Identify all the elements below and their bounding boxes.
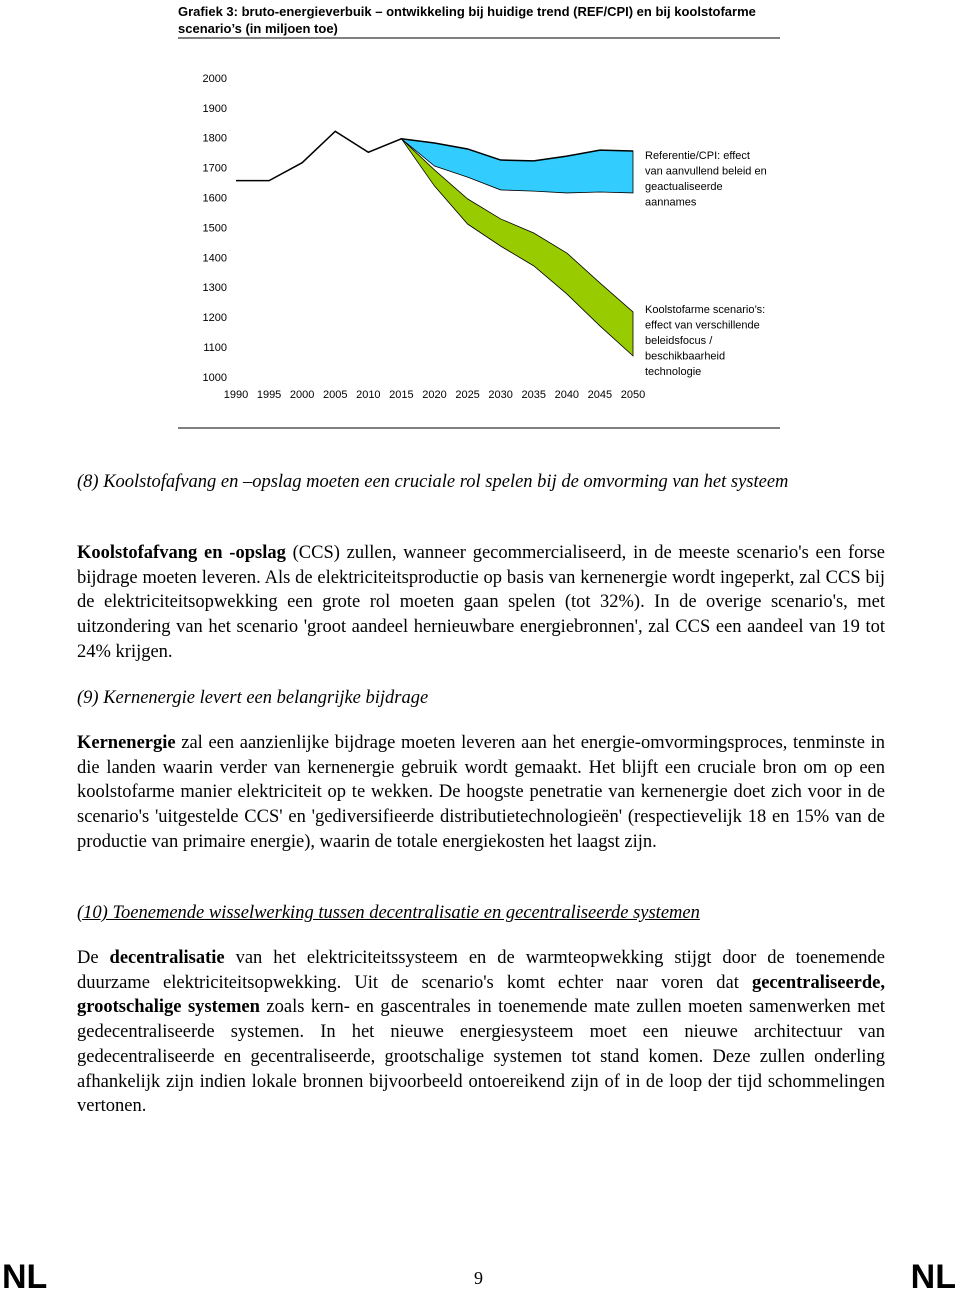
x-tick-label: 2050 xyxy=(621,389,645,401)
text-run: zal een aanzienlijke bijdrage moeten lev… xyxy=(77,733,885,852)
y-tick-label: 1600 xyxy=(203,193,227,205)
y-tick-label: 2000 xyxy=(203,73,227,85)
x-tick-label: 2010 xyxy=(356,389,380,401)
section-heading: (9) Kernenergie levert een belangrijke b… xyxy=(77,688,429,708)
paragraph: De decentralisatie van het elektriciteit… xyxy=(77,946,885,1119)
section-heading: (8) Koolstofafvang en –opslag moeten een… xyxy=(77,472,789,492)
annotation: Koolstofarme scenario’s: xyxy=(645,304,765,316)
section-heading: (10) Toenemende wisselwerking tussen dec… xyxy=(77,903,700,923)
y-tick-label: 1500 xyxy=(203,222,227,234)
text-run: Koolstofafvang en -opslag xyxy=(77,543,286,563)
annotation: beleidsfocus / xyxy=(645,335,713,347)
annotation: beschikbaarheid xyxy=(645,350,725,362)
y-tick-label: 1100 xyxy=(203,342,227,354)
chart-title: Grafiek 3: bruto-energieverbuik – ontwik… xyxy=(178,4,756,36)
paragraph: Koolstofafvang en -opslag (CCS) zullen, … xyxy=(77,541,885,665)
text-run: De xyxy=(77,948,110,968)
line xyxy=(236,130,634,182)
x-tick-label: 2025 xyxy=(455,389,479,401)
x-tick-label: 2035 xyxy=(522,389,546,401)
x-tick-label: 2005 xyxy=(323,389,347,401)
text-run: decentralisatie xyxy=(109,948,225,968)
annotation: aannames xyxy=(645,196,697,208)
x-tick-label: 1995 xyxy=(257,389,281,401)
chart: 1000 1100 1200 1300 1400 1500 1600 1700 1800 1900… xyxy=(178,37,780,429)
y-tick-label: 1800 xyxy=(203,133,227,145)
annotation: effect van verschillende xyxy=(645,319,760,331)
footer-left: NL xyxy=(2,1258,48,1289)
text-run: Kernenergie xyxy=(77,733,176,753)
y-tick-label: 1400 xyxy=(203,252,227,264)
footer-right: NL xyxy=(910,1258,956,1289)
annotation: technologie xyxy=(645,366,701,378)
text-run: van het elektriciteitssysteem en de warm… xyxy=(77,948,885,993)
page-number: 9 xyxy=(474,1268,483,1288)
annotation: Referentie/CPI: effect xyxy=(645,150,750,162)
annotation: geactualiseerde xyxy=(645,181,723,193)
text-run: (CCS) zullen, wanneer gecommercialiseerd… xyxy=(77,543,885,662)
y-tick-label: 1000 xyxy=(203,372,227,384)
text-run: gecentraliseerde, grootschalige systemen xyxy=(77,972,885,1018)
y-tick-label: 1700 xyxy=(203,163,227,175)
x-tick-label: 2045 xyxy=(588,389,612,401)
annotation: van aanvullend beleid en xyxy=(645,165,767,177)
y-tick-label: 1900 xyxy=(203,103,227,115)
band-area xyxy=(401,138,634,357)
x-tick-label: 1990 xyxy=(224,389,248,401)
y-tick-label: 1300 xyxy=(203,282,227,294)
x-tick-label: 2030 xyxy=(488,389,512,401)
x-tick-label: 2040 xyxy=(555,389,579,401)
x-tick-label: 2015 xyxy=(389,389,413,401)
paragraph: Kernenergie zal een aanzienlijke bijdrag… xyxy=(77,731,885,855)
text-run: zoals kern- en gascentrales in toenemend… xyxy=(77,997,885,1117)
x-tick-label: 2020 xyxy=(422,389,446,401)
y-tick-label: 1200 xyxy=(203,312,227,324)
x-tick-label: 2000 xyxy=(290,389,314,401)
